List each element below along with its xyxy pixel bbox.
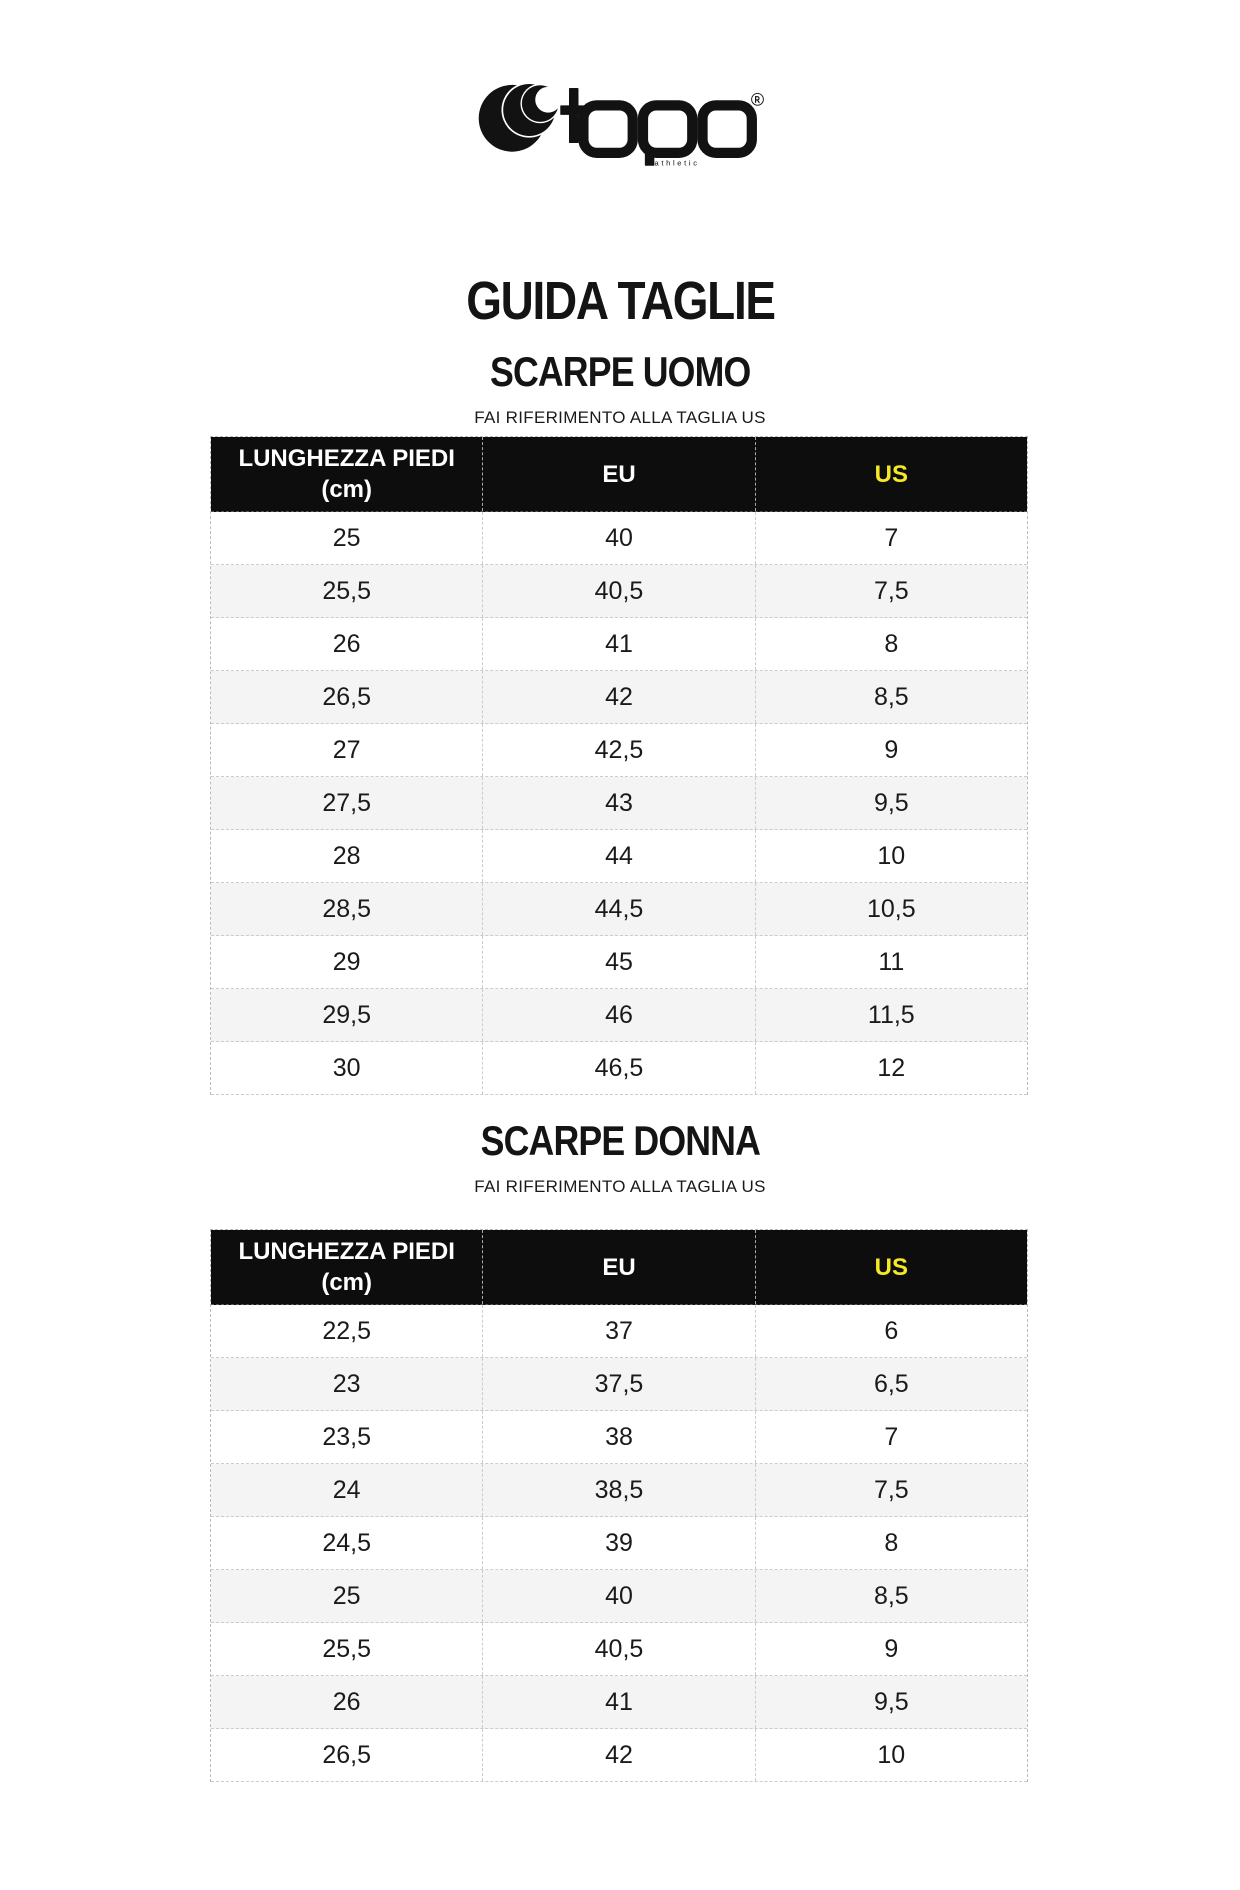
svg-text:athletic: athletic [654, 159, 699, 168]
